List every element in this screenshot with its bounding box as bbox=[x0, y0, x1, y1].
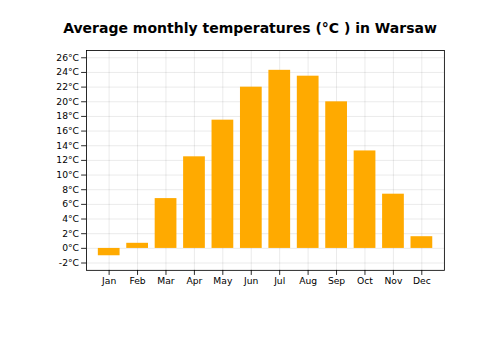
svg-text:Jun: Jun bbox=[243, 275, 259, 286]
svg-text:Jul: Jul bbox=[273, 275, 285, 286]
svg-text:14°C: 14°C bbox=[56, 140, 79, 151]
svg-text:0°C: 0°C bbox=[62, 242, 79, 253]
html-text:Average monthly temperatures (: Average monthly temperatures (°C ) in Wa… bbox=[63, 20, 437, 36]
svg-text:Mar: Mar bbox=[157, 275, 175, 286]
svg-text:16°C: 16°C bbox=[56, 125, 79, 136]
svg-text:20°C: 20°C bbox=[56, 96, 79, 107]
svg-text:22°C: 22°C bbox=[56, 81, 79, 92]
svg-text:Jan: Jan bbox=[101, 275, 116, 286]
svg-text:12°C: 12°C bbox=[56, 154, 79, 165]
svg-text:Oct: Oct bbox=[357, 275, 373, 286]
svg-text:10°C: 10°C bbox=[56, 169, 79, 180]
svg-text:18°C: 18°C bbox=[56, 110, 79, 121]
svg-text:-2°C: -2°C bbox=[59, 257, 79, 268]
svg-text:24°C: 24°C bbox=[56, 66, 79, 77]
svg-text:Nov: Nov bbox=[384, 275, 402, 286]
svg-text:26°C: 26°C bbox=[56, 52, 79, 63]
svg-text:Feb: Feb bbox=[129, 275, 145, 286]
svg-text:2°C: 2°C bbox=[62, 228, 79, 239]
svg-text:Sep: Sep bbox=[328, 275, 345, 286]
svg-text:6°C: 6°C bbox=[62, 198, 79, 209]
svg-text:Apr: Apr bbox=[186, 275, 202, 286]
svg-text:Dec: Dec bbox=[413, 275, 431, 286]
svg-text:Aug: Aug bbox=[299, 275, 317, 286]
svg-text:4°C: 4°C bbox=[62, 213, 79, 224]
svg-text:8°C: 8°C bbox=[62, 184, 79, 195]
svg-text:May: May bbox=[213, 275, 233, 286]
